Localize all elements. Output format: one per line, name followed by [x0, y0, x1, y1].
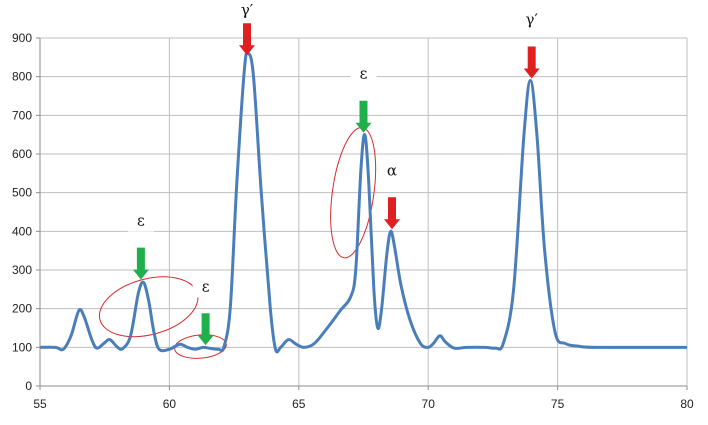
- red-arrow: [523, 46, 540, 79]
- peak-label: γ′: [526, 11, 539, 29]
- y-tick-label: 400: [12, 224, 32, 238]
- y-tick-label: 900: [12, 31, 32, 45]
- red-arrow: [384, 197, 400, 230]
- green-arrow: [132, 247, 149, 280]
- axes: [36, 37, 688, 390]
- x-tick-label: 80: [680, 397, 694, 411]
- y-tick-label: 500: [12, 186, 32, 200]
- peak-label-bg: [234, 1, 261, 21]
- series-line: [39, 50, 688, 354]
- peak-label: α: [387, 161, 397, 179]
- green-arrow: [197, 313, 214, 346]
- y-tick-label: 100: [12, 340, 32, 354]
- peak-label: ε: [137, 212, 145, 230]
- y-tick-label: 200: [12, 302, 32, 316]
- y-tick-label: 700: [12, 108, 32, 122]
- x-tick-label: 55: [33, 397, 47, 411]
- y-tick-label: 800: [12, 70, 32, 84]
- green-arrow: [355, 100, 372, 133]
- peak-label-bg: [378, 161, 405, 182]
- series-layer: [39, 50, 688, 354]
- epsilon-region-ellipse: [174, 334, 227, 359]
- peak-labels: γ′ γ′ α ε ε ε: [127, 1, 545, 298]
- x-tick-label: 70: [422, 397, 436, 411]
- peak-label: ε: [202, 277, 210, 295]
- x-tick-label: 65: [292, 397, 306, 411]
- tick-labels: 0 100 200 300 400 500 600 700 800 900 55 60 65 70 75 80: [12, 31, 694, 411]
- peak-label-bg: [518, 10, 545, 31]
- peak-label: ε: [360, 65, 368, 83]
- peak-label-bg: [127, 211, 154, 232]
- peak-label-bg: [350, 64, 377, 85]
- peak-label-bg: [192, 277, 219, 298]
- y-tick-label: 300: [12, 263, 32, 277]
- red-arrow: [239, 23, 255, 56]
- peak-label: γ′: [241, 1, 254, 19]
- x-tick-label: 60: [163, 397, 177, 411]
- x-tick-label: 75: [551, 397, 565, 411]
- y-tick-label: 600: [12, 147, 32, 161]
- y-tick-label: 0: [25, 379, 32, 393]
- peak-arrows: [132, 23, 540, 346]
